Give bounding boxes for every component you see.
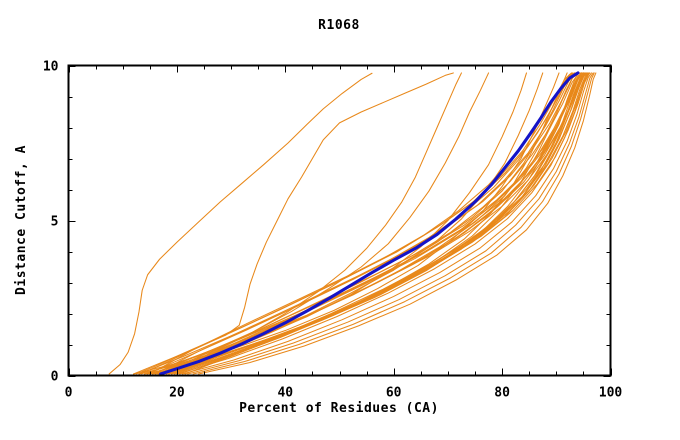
ensemble-curves-group [108,72,597,375]
frame-rect [67,64,612,377]
x-tick-label: 0 [65,386,73,401]
ensemble-curve [154,72,579,375]
x-tick-label: 20 [169,386,185,401]
plot-frame [67,64,612,377]
x-tick-labels-group: 0 20 40 60 80 100 [65,386,623,401]
reference-curve [159,71,580,376]
ensemble-curve [181,72,593,375]
x-tick-label: 100 [599,386,623,401]
x-axis-title: Percent of Residues (CA) [239,401,439,416]
ensemble-curve [184,72,590,375]
ensemble-curve [108,72,373,375]
ensemble-curve [176,72,591,375]
ensemble-curve [143,72,576,375]
ensemble-curve [187,72,594,375]
y-tick-label: 0 [51,370,59,385]
x-tick-label: 60 [386,386,402,401]
ensemble-curve [170,72,589,375]
ensemble-curve [192,72,595,375]
y-tick-labels-group: 0 5 10 [43,60,59,385]
ensemble-curve [179,72,589,375]
ensemble-curve [198,72,597,375]
y-axis-title: Distance Cutoff, A [14,145,29,295]
y-tick-label: 5 [51,215,59,230]
x-tick-label: 80 [494,386,510,401]
y-tick-label: 10 [43,60,59,75]
ensemble-curve [168,72,585,375]
reference-curve-group [159,71,580,376]
plot-title: R1068 [318,18,360,33]
x-tick-label: 40 [277,386,293,401]
ensemble-curve [149,72,576,375]
